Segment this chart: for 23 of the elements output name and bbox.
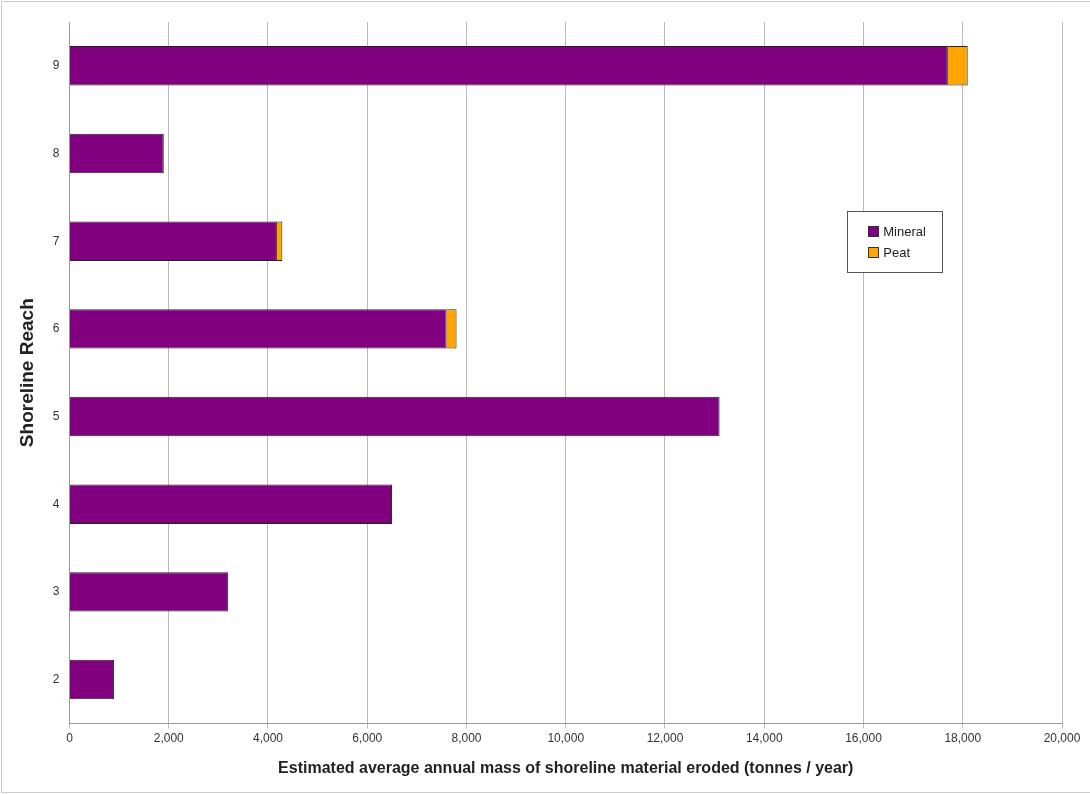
x-tick-label: 10,000 (547, 730, 585, 745)
y-tick-label: 4 (52, 496, 60, 511)
y-axis-title: Shoreline Reach (15, 298, 37, 448)
y-tick-label: 5 (52, 408, 60, 423)
x-tick-label: 16,000 (845, 730, 883, 745)
y-tick-label: 9 (52, 58, 60, 73)
x-tick-label: 18,000 (944, 730, 982, 745)
x-tick-label: 20,000 (1043, 730, 1081, 745)
x-tick-label: 14,000 (745, 730, 783, 745)
x-tick-label: 4,000 (252, 730, 284, 745)
y-tick-label: 3 (52, 584, 60, 599)
y-tick-label: 8 (52, 145, 60, 160)
y-tick-label: 6 (52, 321, 60, 336)
x-tick-label: 12,000 (646, 730, 684, 745)
y-tick-label: 2 (52, 671, 60, 686)
x-tick-label: 8,000 (451, 730, 482, 745)
legend-label: Peat (883, 245, 911, 261)
x-tick-label: 0 (66, 730, 74, 745)
y-tick-label: 7 (52, 233, 60, 248)
x-tick-label: 2,000 (153, 730, 185, 745)
legend-label: Mineral (883, 224, 926, 240)
x-tick-label: 6,000 (352, 730, 383, 745)
x-axis-title: Estimated average annual mass of shoreline material eroded (tonnes / year) (278, 758, 854, 776)
